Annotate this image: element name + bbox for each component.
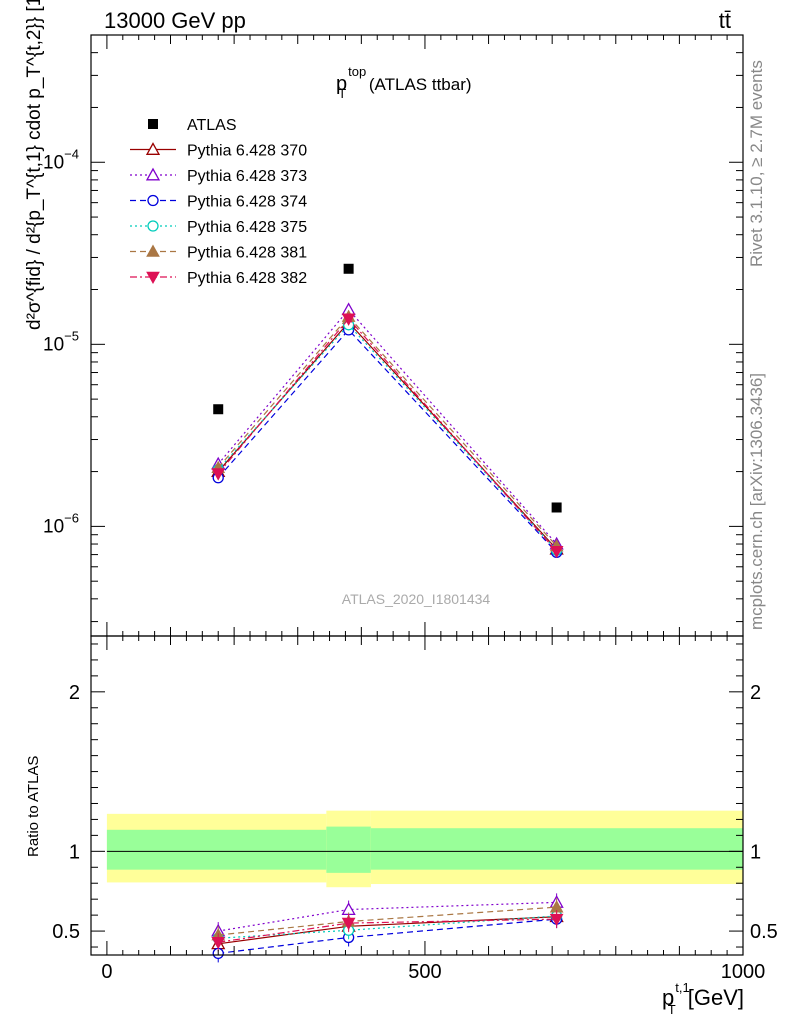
ratio-band-inner-1 (326, 826, 371, 873)
legend-label-2: Pythia 6.428 374 (187, 194, 307, 211)
legend-marker-0 (145, 142, 161, 155)
main-ytick-exp: −6 (64, 510, 79, 525)
legend-atlas-marker (148, 119, 158, 129)
xtick-label-0: 0 (101, 961, 112, 983)
axes: 10−610−510−40.5 0.51 12 20 500 1000 (43, 34, 778, 983)
main-panel-marks (211, 263, 564, 559)
main-series-5-point-1 (341, 313, 356, 326)
main-ytick-exp: −5 (64, 328, 79, 343)
ratio-y-axis-title: Ratio to ATLAS (25, 756, 42, 857)
legend-label-4: Pythia 6.428 381 (187, 245, 307, 262)
main-title-sup: top (348, 64, 366, 79)
main-ytick-label-1: 10−5 (43, 328, 79, 355)
main-title-p: p (336, 73, 347, 95)
main-ytick-label-2: 10−4 (43, 146, 79, 173)
atlas-data-point-1 (343, 263, 354, 274)
main-ytick-base: 10 (43, 516, 64, 537)
legend-atlas-label: ATLAS (187, 117, 237, 134)
legend-marker-2 (147, 194, 159, 207)
legend-label-0: Pythia 6.428 370 (187, 143, 307, 160)
ratio-ytick-label-right-1: 1 (750, 841, 761, 863)
main-series-line-3 (217, 323, 558, 551)
main-series-line-0 (217, 321, 558, 550)
legend-marker-5 (146, 271, 160, 285)
legend-label-1: Pythia 6.428 373 (187, 168, 307, 185)
legend-marker-1 (145, 167, 161, 181)
main-series-line-5 (217, 317, 558, 552)
legend-marker-4 (146, 244, 160, 257)
ratio-uncertainty-bands (106, 810, 743, 888)
ratio-series-5-point-2 (549, 913, 564, 927)
main-series-5-point-2 (549, 545, 564, 559)
main-ytick-base: 10 (43, 152, 64, 173)
ratio-series-line-1 (218, 901, 557, 932)
x-axis-title: pt,1 T [GeV] (662, 980, 744, 1017)
ratio-panel-marks (211, 893, 564, 963)
xtick-label-1: 500 (408, 961, 441, 983)
analysis-watermark: ATLAS_2020_I1801434 (342, 591, 491, 607)
ratio-ytick-label-left-2: 2 (69, 682, 80, 704)
main-y-axis-title: d²σ^{fid} / d²{p_T^{t,1} cdot p_T^{t,2}}… (24, 0, 45, 330)
ratio-band-inner-0 (106, 829, 327, 870)
main-title-sub: T (338, 86, 346, 101)
ratio-series-5-point-1 (341, 917, 356, 931)
x-axis-title-suffix: [GeV] (682, 985, 744, 1010)
rivet-label: Rivet 3.1.10, ≥ 2.7M events (747, 60, 766, 267)
ratio-ytick-label-left-0: 0.5 (52, 921, 80, 943)
legend: ATLAS Pythia 6.428 370 Pythia 6.428 373 Pyt… (130, 117, 307, 287)
legend-label-5: Pythia 6.428 382 (187, 270, 307, 287)
legend-label-3: Pythia 6.428 375 (187, 219, 307, 236)
main-series-line-4 (217, 315, 558, 547)
ratio-band-inner-2 (370, 828, 743, 870)
x-axis-title-sub: T (668, 1002, 676, 1017)
ratio-series-line-4 (218, 906, 557, 936)
main-ytick-label-0: 10−6 (43, 510, 79, 537)
ratio-ytick-label-left-1: 1 (69, 841, 80, 863)
legend-marker-3 (147, 220, 159, 232)
atlas-data-point-0 (213, 404, 224, 415)
ratio-ytick-label-right-2: 2 (750, 682, 761, 704)
xtick-label-2: 1000 (721, 961, 766, 983)
main-title-suffix: (ATLAS ttbar) (364, 75, 471, 94)
x-axis-title-sup: t,1 (675, 980, 689, 995)
main-ytick-exp: −4 (64, 146, 79, 161)
ratio-panel-frame (90, 635, 744, 956)
process-label: tt̄ (719, 8, 731, 33)
energy-label: 13000 GeV pp (104, 8, 246, 33)
main-series-line-2 (217, 329, 558, 553)
main-ytick-base: 10 (43, 334, 64, 355)
ratio-series-5-point-0 (211, 936, 226, 950)
mcplots-label: mcplots.cern.ch [arXiv:1306.3436] (747, 373, 766, 630)
x-axis-title-p: p (662, 985, 674, 1010)
atlas-data-point-2 (551, 502, 562, 513)
main-title: ptop T (ATLAS ttbar) (336, 64, 472, 101)
main-series-line-1 (217, 308, 558, 545)
ratio-ytick-label-right-0: 0.5 (750, 921, 778, 943)
main-series-5-point-0 (211, 468, 226, 481)
